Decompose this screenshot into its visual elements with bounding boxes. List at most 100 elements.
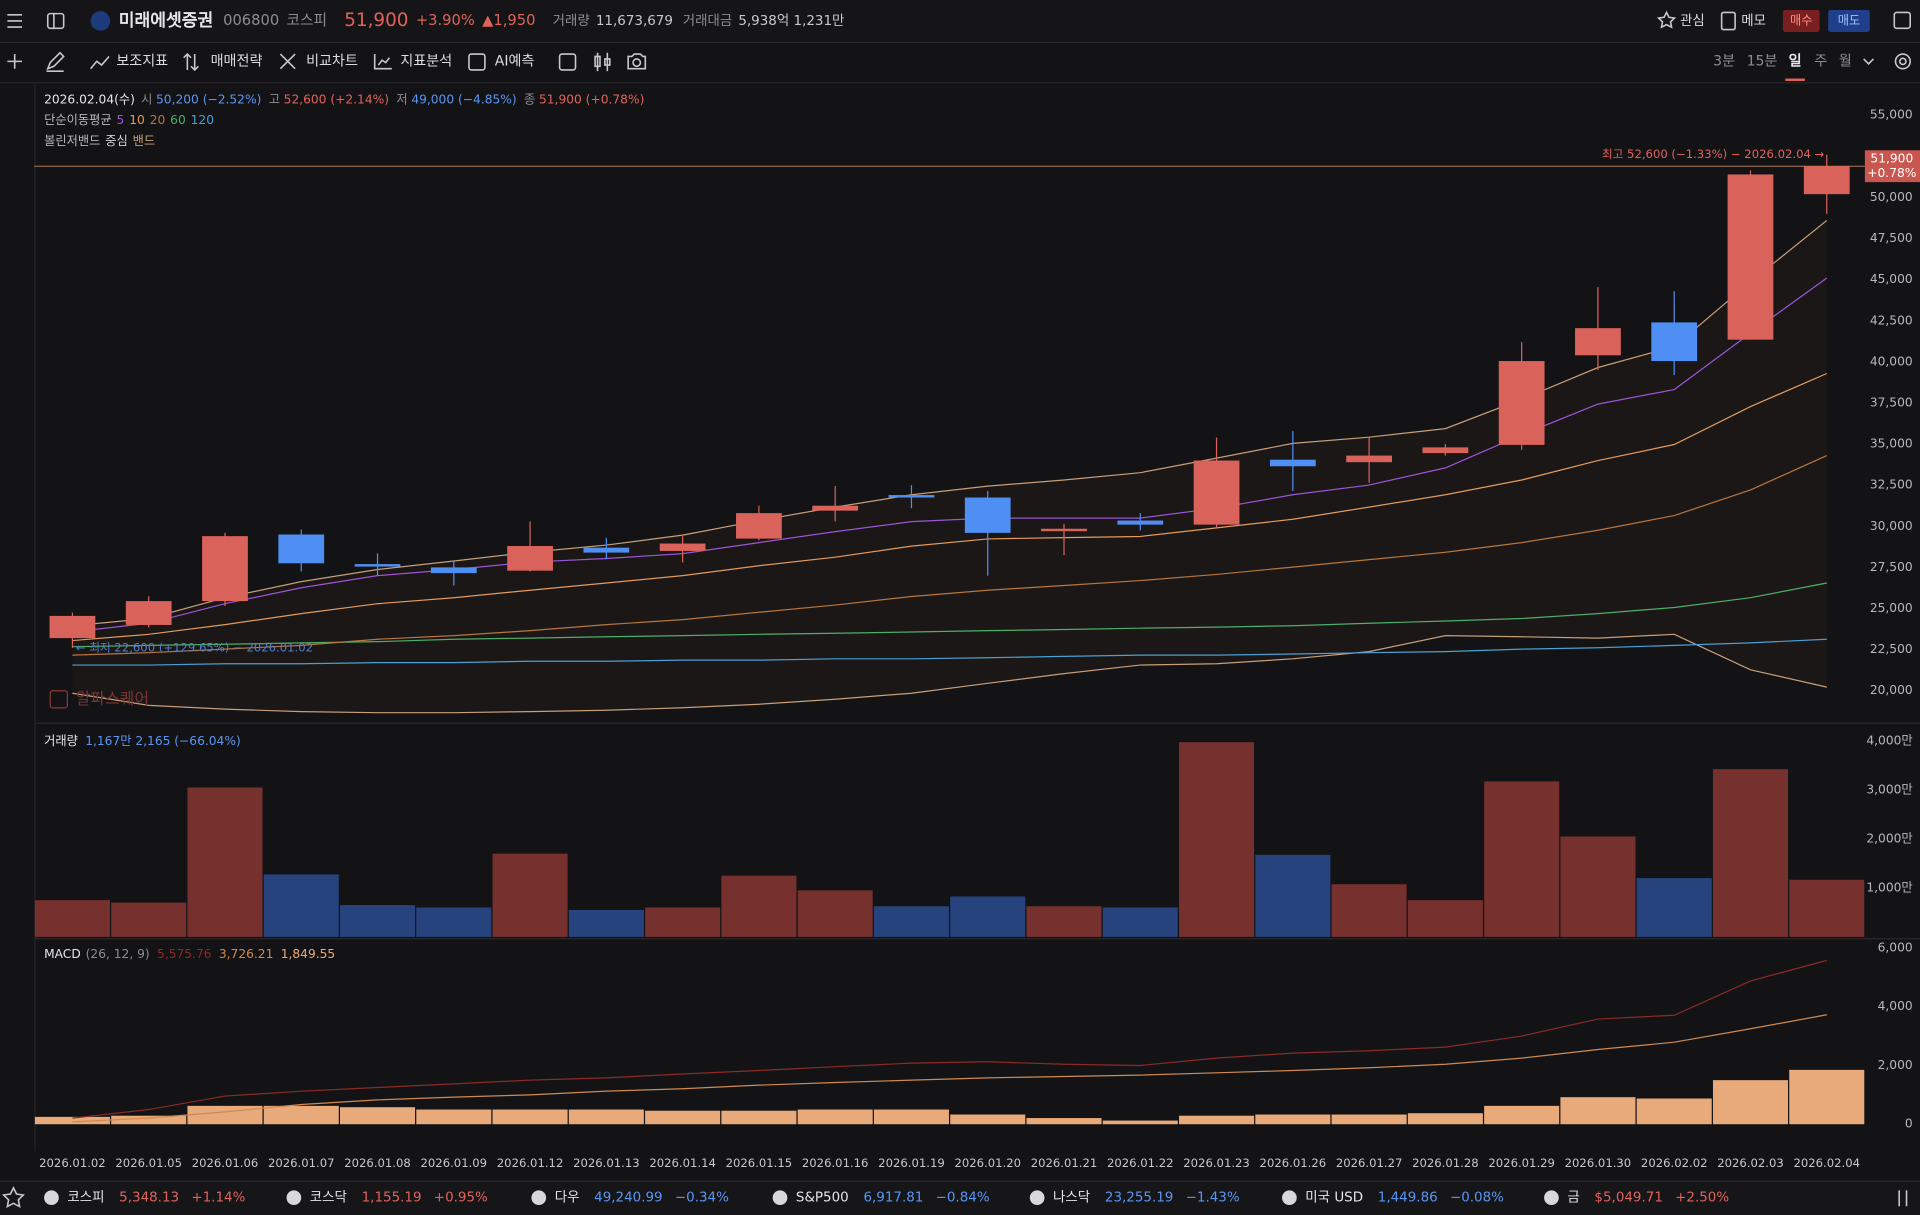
legend-value: 3,726.21 [219, 947, 273, 961]
macd-histogram-bar [1560, 1097, 1636, 1125]
pause-icon[interactable] [1898, 1190, 1908, 1207]
x-tick-label: 2026.01.05 [115, 1156, 182, 1170]
volume-bar [721, 875, 797, 937]
shape-icon[interactable] [558, 53, 577, 71]
candle-body [736, 513, 782, 539]
ai-icon[interactable] [468, 53, 486, 71]
y-tick-label: 1,000만 [1866, 880, 1912, 894]
ticker-change: +0.95% [434, 1191, 488, 1206]
period-tab[interactable]: 일 [1789, 53, 1802, 69]
legend-entry: 120 [191, 113, 214, 127]
buy-button[interactable]: 매수 [1790, 13, 1813, 27]
y-tick-label: 4,000만 [1866, 733, 1912, 747]
x-tick-label: 2026.01.07 [268, 1156, 335, 1170]
menu-icon[interactable] [7, 14, 23, 28]
analysis-icon[interactable] [373, 54, 392, 70]
candle-body [202, 536, 248, 602]
macd-histogram-bar [187, 1105, 263, 1125]
toolbar-item[interactable]: AI예측 [495, 53, 535, 69]
candle-body [1498, 361, 1545, 445]
x-tick-label: 2026.01.23 [1183, 1156, 1250, 1170]
favorite-icon[interactable] [1, 1186, 25, 1208]
candle-body [1269, 459, 1316, 467]
label: 시 [141, 92, 152, 106]
macd-histogram-bar [1636, 1098, 1712, 1125]
x-tick-label: 2026.02.03 [1717, 1156, 1784, 1170]
memo-icon[interactable] [1720, 11, 1736, 31]
ticker-name: 코스피 [67, 1190, 104, 1206]
volume-bar [1331, 884, 1407, 937]
indicator-icon[interactable] [90, 55, 110, 70]
camera-icon[interactable] [627, 53, 647, 70]
period-tab[interactable]: 15분 [1747, 53, 1778, 69]
draw-icon[interactable] [46, 51, 65, 72]
footer-bar [0, 1180, 1920, 1215]
y-tick-label: 30,000 [1870, 519, 1913, 533]
candle-body [1575, 328, 1621, 356]
ticker-change: −0.34% [675, 1191, 729, 1206]
sell-button-bg[interactable] [1828, 9, 1870, 32]
volume-bar [950, 896, 1026, 937]
x-tick-label: 2026.01.28 [1412, 1156, 1479, 1170]
legend-entry: 5 [117, 113, 125, 127]
volume-bar [873, 906, 949, 937]
x-tick-label: 2026.01.30 [1565, 1156, 1632, 1170]
y-tick-label: 32,500 [1870, 478, 1913, 492]
toolbar-item[interactable]: 보조지표 [116, 53, 168, 69]
legend-entry: 20 [150, 113, 166, 127]
strategy-icon[interactable] [183, 52, 199, 72]
period-tab[interactable]: 월 [1839, 53, 1852, 69]
macd-histogram-bar [568, 1109, 644, 1125]
ticker-name: S&P500 [796, 1191, 849, 1206]
volume-bar [1484, 781, 1560, 937]
compare-icon[interactable] [279, 53, 296, 70]
high-note: 최고 52,600 (−1.33%) − 2026.02.04 → [1602, 147, 1825, 161]
x-tick-label: 2026.01.21 [1031, 1156, 1098, 1170]
ticker: 금 $5,049.71 +2.50% [1567, 1191, 1729, 1206]
x-tick-label: 2026.01.20 [954, 1156, 1021, 1170]
period-tab[interactable]: 주 [1814, 53, 1827, 69]
macd-histogram-bar [1255, 1114, 1331, 1125]
sell-button[interactable]: 매도 [1838, 13, 1861, 27]
close: 51,900 (+0.78%) [539, 92, 644, 106]
settings-icon[interactable] [1894, 53, 1911, 70]
y-tick-label: 20,000 [1870, 683, 1913, 697]
ma-legend: 단순이동평균 5 10 20 60 120 [44, 113, 214, 127]
ticker-flag [772, 1190, 788, 1206]
add-icon[interactable] [7, 54, 23, 69]
candle-body [49, 615, 96, 639]
x-tick-label: 2026.01.08 [344, 1156, 411, 1170]
label: 거래대금 [683, 13, 733, 29]
watch-icon[interactable] [1656, 10, 1677, 29]
candle-icon[interactable] [594, 52, 611, 72]
band-lower [72, 633, 1827, 714]
ticker-change: −1.43% [1186, 1191, 1240, 1206]
watch-button[interactable]: 관심 [1680, 13, 1705, 29]
candle-body [1651, 322, 1698, 362]
legend-entry: 중심 [105, 133, 128, 147]
toolbar-item[interactable]: 비교차트 [306, 53, 358, 69]
buy-button-bg[interactable] [1782, 9, 1820, 32]
panel-icon[interactable] [46, 12, 65, 30]
toolbar-item[interactable]: 매매전략 [211, 53, 263, 69]
candle-body [1041, 528, 1087, 532]
ticker-name: 다우 [555, 1190, 580, 1206]
volume-bar [1255, 854, 1331, 937]
candle-body [430, 567, 477, 574]
chevron-icon[interactable] [1863, 58, 1875, 65]
price-tag-change: +0.78% [1867, 166, 1916, 180]
toolbar-item[interactable]: 지표분석 [400, 53, 452, 69]
period-tab[interactable]: 3분 [1713, 53, 1735, 69]
ticker-change: +1.14% [191, 1191, 245, 1206]
ticker-value: 6,917.81 [863, 1191, 923, 1206]
candle-body [659, 543, 706, 551]
memo-button[interactable]: 메모 [1741, 13, 1766, 29]
candle-body [964, 497, 1011, 533]
panel-icon[interactable] [1893, 11, 1911, 30]
macd-histogram-bar [721, 1110, 797, 1125]
label: 거래량 [553, 13, 590, 29]
ticker-change: +2.50% [1675, 1191, 1729, 1206]
low-note: ← 최저 22,600 (+129.65%) − 2026.01.02 [76, 640, 313, 654]
